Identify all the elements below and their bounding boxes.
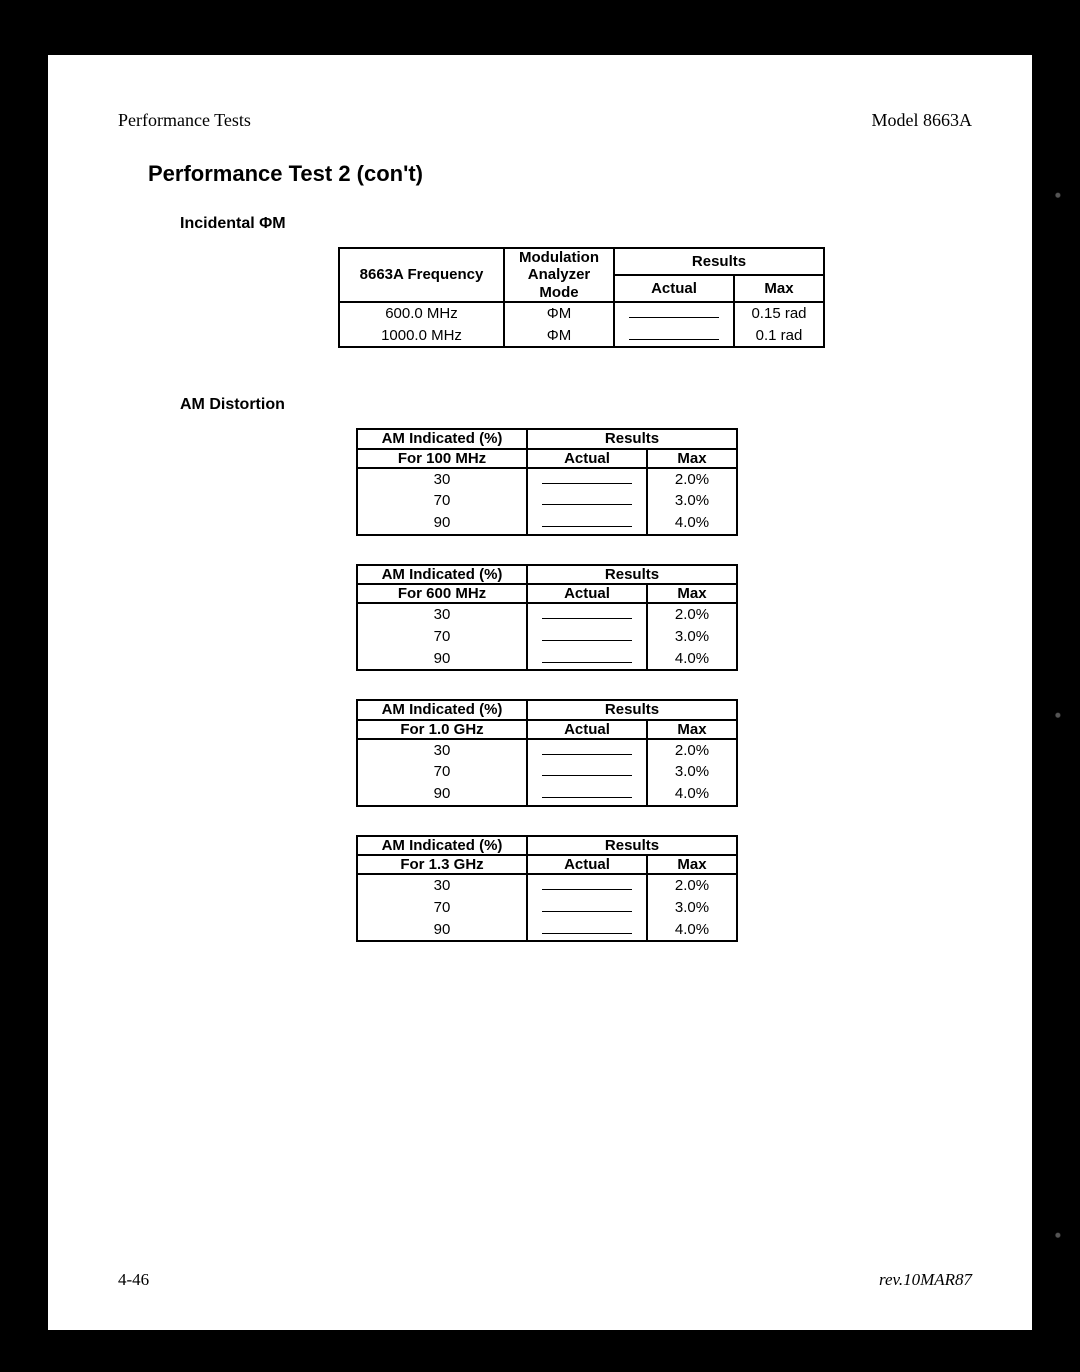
cell-mode: ΦM ΦM (504, 302, 614, 348)
blank-field (542, 629, 632, 641)
page-header: Performance Tests Model 8663A (118, 110, 972, 131)
col-results: Results (527, 836, 737, 855)
cell-indicated-value: 70 (358, 761, 526, 783)
blank-field (542, 493, 632, 505)
cell-indicated: 307090 (357, 603, 527, 670)
cell-max: 2.0%3.0%4.0% (647, 468, 737, 535)
col-actual: Actual (614, 275, 734, 302)
col-results: Results (614, 248, 824, 275)
blank-field (542, 651, 632, 663)
col-am-indicated: AM Indicated (%) (357, 700, 527, 719)
cell-max: 0.15 rad 0.1 rad (734, 302, 824, 348)
table-am-distortion: AM Indicated (%) Results For 100 MHz Act… (356, 428, 972, 536)
col-max: Max (647, 720, 737, 739)
col-for-freq: For 600 MHz (357, 584, 527, 603)
page-footer: 4-46 rev.10MAR87 (118, 1270, 972, 1290)
cell-indicated-value: 30 (358, 740, 526, 762)
binder-hole-icon (1046, 185, 1080, 219)
cell-max: 2.0%3.0%4.0% (647, 739, 737, 806)
binder-hole-icon (1046, 1225, 1080, 1259)
section-title: Performance Test 2 (con't) (148, 161, 972, 187)
blank-field (629, 306, 719, 318)
cell-max-value: 4.0% (648, 648, 736, 670)
blank-field (542, 900, 632, 912)
col-am-indicated: AM Indicated (%) (357, 836, 527, 855)
footer-revision: rev.10MAR87 (879, 1270, 972, 1290)
cell-actual (527, 468, 647, 535)
col-max: Max (647, 855, 737, 874)
subsection-am-distortion: AM Distortion (180, 396, 972, 414)
col-results: Results (527, 429, 737, 448)
cell-indicated-value: 90 (358, 648, 526, 670)
col-am-indicated: AM Indicated (%) (357, 565, 527, 584)
col-frequency: 8663A Frequency (339, 248, 504, 302)
table-am-distortion: AM Indicated (%) Results For 600 MHz Act… (356, 564, 972, 672)
cell-indicated-value: 30 (358, 875, 526, 897)
cell-actual (527, 739, 647, 806)
footer-page-number: 4-46 (118, 1270, 149, 1290)
cell-indicated: 307090 (357, 739, 527, 806)
cell-actual (614, 302, 734, 348)
col-max: Max (647, 584, 737, 603)
cell-indicated-value: 90 (358, 783, 526, 805)
cell-max-value: 4.0% (648, 919, 736, 941)
cell-actual (527, 603, 647, 670)
blank-field (542, 472, 632, 484)
blank-field (542, 515, 632, 527)
blank-field (629, 328, 719, 340)
blank-field (542, 786, 632, 798)
cell-max-value: 4.0% (648, 783, 736, 805)
cell-max: 2.0%3.0%4.0% (647, 874, 737, 941)
col-results: Results (527, 700, 737, 719)
subsection-incidental-phim: Incidental ΦM (180, 215, 972, 233)
col-actual: Actual (527, 449, 647, 468)
cell-max-value: 2.0% (648, 604, 736, 626)
col-actual: Actual (527, 584, 647, 603)
cell-max-value: 4.0% (648, 512, 736, 534)
col-max: Max (734, 275, 824, 302)
blank-field (542, 743, 632, 755)
cell-actual (527, 874, 647, 941)
blank-field (542, 764, 632, 776)
blank-field (542, 878, 632, 890)
col-for-freq: For 1.0 GHz (357, 720, 527, 739)
cell-indicated-value: 70 (358, 626, 526, 648)
cell-indicated-value: 30 (358, 604, 526, 626)
col-for-freq: For 100 MHz (357, 449, 527, 468)
cell-max-value: 3.0% (648, 626, 736, 648)
cell-indicated-value: 90 (358, 512, 526, 534)
cell-indicated-value: 70 (358, 490, 526, 512)
col-am-indicated: AM Indicated (%) (357, 429, 527, 448)
col-mode: Modulation Analyzer Mode (504, 248, 614, 302)
cell-indicated: 307090 (357, 874, 527, 941)
table-am-distortion: AM Indicated (%) Results For 1.3 GHz Act… (356, 835, 972, 943)
blank-field (542, 922, 632, 934)
cell-frequency: 600.0 MHz 1000.0 MHz (339, 302, 504, 348)
col-for-freq: For 1.3 GHz (357, 855, 527, 874)
table-incidental-phim: 8663A Frequency Modulation Analyzer Mode… (338, 247, 972, 348)
cell-max-value: 3.0% (648, 490, 736, 512)
cell-max-value: 2.0% (648, 875, 736, 897)
header-left: Performance Tests (118, 110, 251, 131)
cell-max-value: 3.0% (648, 761, 736, 783)
col-results: Results (527, 565, 737, 584)
col-actual: Actual (527, 720, 647, 739)
cell-indicated-value: 90 (358, 919, 526, 941)
cell-max-value: 2.0% (648, 740, 736, 762)
col-max: Max (647, 449, 737, 468)
blank-field (542, 607, 632, 619)
cell-max: 2.0%3.0%4.0% (647, 603, 737, 670)
cell-indicated-value: 70 (358, 897, 526, 919)
col-actual: Actual (527, 855, 647, 874)
header-right: Model 8663A (872, 110, 973, 131)
cell-indicated-value: 30 (358, 469, 526, 491)
cell-indicated: 307090 (357, 468, 527, 535)
table-am-distortion: AM Indicated (%) Results For 1.0 GHz Act… (356, 699, 972, 807)
binder-hole-icon (1046, 705, 1080, 739)
scanned-page: Performance Tests Model 8663A Performanc… (48, 55, 1032, 1330)
cell-max-value: 3.0% (648, 897, 736, 919)
cell-max-value: 2.0% (648, 469, 736, 491)
